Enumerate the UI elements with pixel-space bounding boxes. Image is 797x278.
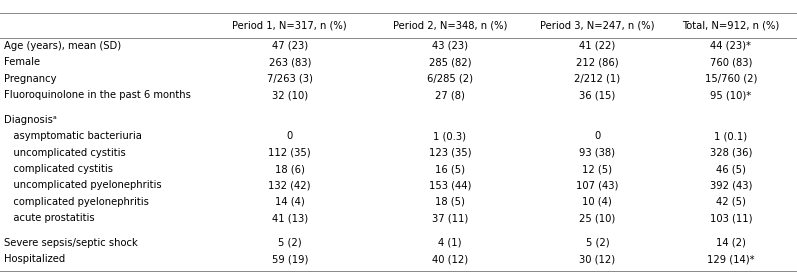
Text: 328 (36): 328 (36) — [709, 148, 752, 158]
Text: Total, N=912, n (%): Total, N=912, n (%) — [682, 20, 779, 30]
Text: 93 (38): 93 (38) — [579, 148, 615, 158]
Text: 25 (10): 25 (10) — [579, 213, 615, 223]
Text: 285 (82): 285 (82) — [429, 57, 471, 67]
Text: 153 (44): 153 (44) — [429, 180, 471, 190]
Text: 103 (11): 103 (11) — [709, 213, 752, 223]
Text: 107 (43): 107 (43) — [576, 180, 618, 190]
Text: 46 (5): 46 (5) — [716, 164, 746, 174]
Text: 32 (10): 32 (10) — [272, 90, 308, 100]
Text: 41 (22): 41 (22) — [579, 41, 615, 51]
Text: Hospitalized: Hospitalized — [4, 254, 65, 264]
Text: 263 (83): 263 (83) — [269, 57, 311, 67]
Text: uncomplicated pyelonephritis: uncomplicated pyelonephritis — [4, 180, 162, 190]
Text: 4 (1): 4 (1) — [438, 238, 461, 248]
Text: 59 (19): 59 (19) — [272, 254, 308, 264]
Text: 0: 0 — [595, 131, 600, 141]
Text: 37 (11): 37 (11) — [432, 213, 468, 223]
Text: Period 3, N=247, n (%): Period 3, N=247, n (%) — [540, 20, 654, 30]
Text: 1 (0.1): 1 (0.1) — [714, 131, 748, 141]
Text: 123 (35): 123 (35) — [429, 148, 471, 158]
Text: 40 (12): 40 (12) — [432, 254, 468, 264]
Text: asymptomatic bacteriuria: asymptomatic bacteriuria — [4, 131, 142, 141]
Text: Female: Female — [4, 57, 40, 67]
Text: 27 (8): 27 (8) — [435, 90, 465, 100]
Text: acute prostatitis: acute prostatitis — [4, 213, 95, 223]
Text: 392 (43): 392 (43) — [709, 180, 752, 190]
Text: 10 (4): 10 (4) — [583, 197, 612, 207]
Text: 18 (6): 18 (6) — [275, 164, 304, 174]
Text: complicated pyelonephritis: complicated pyelonephritis — [4, 197, 149, 207]
Text: 43 (23): 43 (23) — [432, 41, 468, 51]
Text: Severe sepsis/septic shock: Severe sepsis/septic shock — [4, 238, 138, 248]
Text: 44 (23)*: 44 (23)* — [710, 41, 752, 51]
Text: 42 (5): 42 (5) — [716, 197, 746, 207]
Text: 760 (83): 760 (83) — [709, 57, 752, 67]
Text: 18 (5): 18 (5) — [435, 197, 465, 207]
Text: complicated cystitis: complicated cystitis — [4, 164, 113, 174]
Text: 12 (5): 12 (5) — [583, 164, 612, 174]
Text: 14 (2): 14 (2) — [716, 238, 746, 248]
Text: 0: 0 — [287, 131, 292, 141]
Text: 95 (10)*: 95 (10)* — [710, 90, 752, 100]
Text: 1 (0.3): 1 (0.3) — [434, 131, 466, 141]
Text: 6/285 (2): 6/285 (2) — [427, 74, 473, 84]
Text: uncomplicated cystitis: uncomplicated cystitis — [4, 148, 126, 158]
Text: 132 (42): 132 (42) — [269, 180, 311, 190]
Text: Diagnosisᵃ: Diagnosisᵃ — [4, 115, 57, 125]
Text: 15/760 (2): 15/760 (2) — [705, 74, 757, 84]
Text: 212 (86): 212 (86) — [576, 57, 618, 67]
Text: Pregnancy: Pregnancy — [4, 74, 57, 84]
Text: 47 (23): 47 (23) — [272, 41, 308, 51]
Text: 14 (4): 14 (4) — [275, 197, 304, 207]
Text: 5 (2): 5 (2) — [278, 238, 301, 248]
Text: Period 1, N=317, n (%): Period 1, N=317, n (%) — [233, 20, 347, 30]
Text: Period 2, N=348, n (%): Period 2, N=348, n (%) — [393, 20, 507, 30]
Text: 36 (15): 36 (15) — [579, 90, 615, 100]
Text: 5 (2): 5 (2) — [586, 238, 609, 248]
Text: 2/212 (1): 2/212 (1) — [575, 74, 620, 84]
Text: Age (years), mean (SD): Age (years), mean (SD) — [4, 41, 121, 51]
Text: 16 (5): 16 (5) — [435, 164, 465, 174]
Text: 41 (13): 41 (13) — [272, 213, 308, 223]
Text: 30 (12): 30 (12) — [579, 254, 615, 264]
Text: Fluoroquinolone in the past 6 months: Fluoroquinolone in the past 6 months — [4, 90, 190, 100]
Text: 129 (14)*: 129 (14)* — [707, 254, 755, 264]
Text: 7/263 (3): 7/263 (3) — [267, 74, 312, 84]
Text: 112 (35): 112 (35) — [269, 148, 311, 158]
